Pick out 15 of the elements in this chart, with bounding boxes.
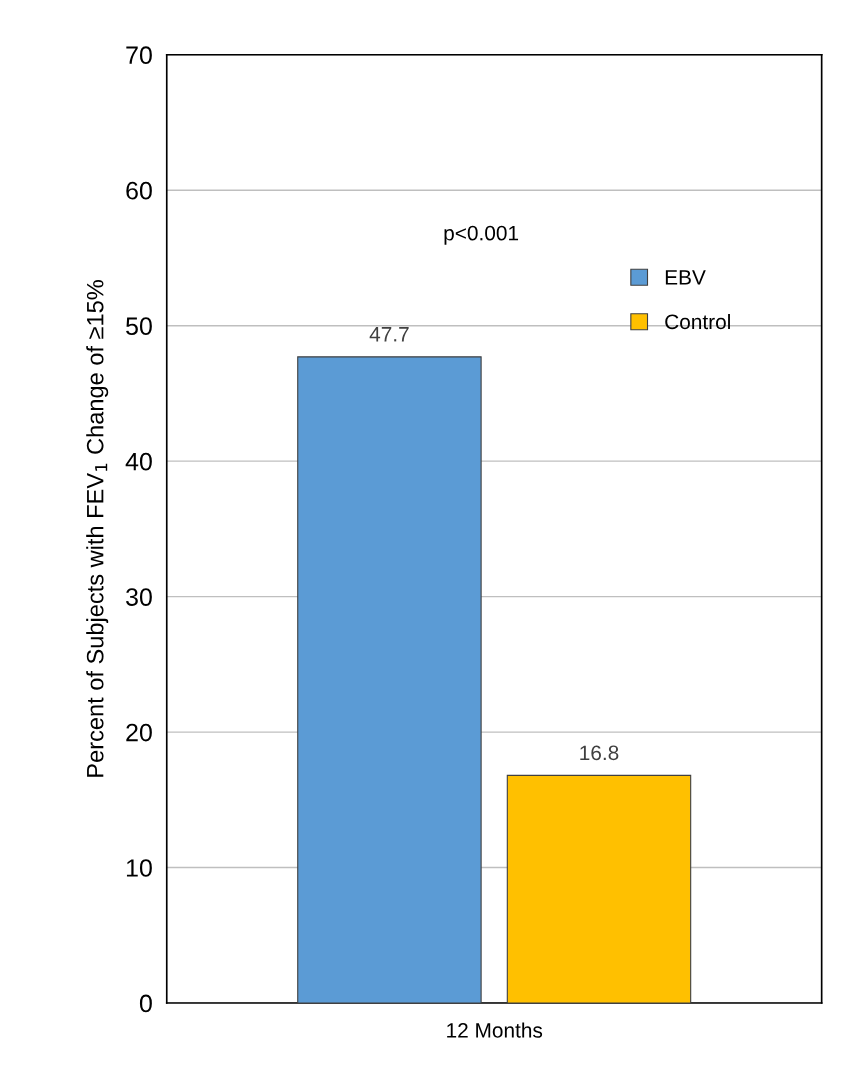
annotation: p<0.001 [444, 225, 519, 245]
y-tick-label: 50 [126, 317, 152, 335]
data-label: 16.8 [580, 745, 619, 761]
y-tick-label: 40 [125, 452, 152, 471]
y-tick-label: 30 [126, 588, 152, 606]
legend-label: Control [665, 313, 730, 330]
y-tick-label: 70 [126, 46, 152, 65]
data-label: 47.7 [369, 327, 409, 342]
y-tick-label: 0 [139, 994, 152, 1013]
legend-label: EBV [665, 270, 706, 285]
y-tick-label: 60 [126, 181, 152, 200]
y-tick-label: 20 [126, 723, 152, 742]
y-axis-title: Percent of Subjects with FEV$_{1}$ Change of ≥15% [86, 280, 109, 777]
y-tick-label: 10 [126, 859, 152, 877]
x-tick-label: 12 Months [447, 1022, 543, 1038]
